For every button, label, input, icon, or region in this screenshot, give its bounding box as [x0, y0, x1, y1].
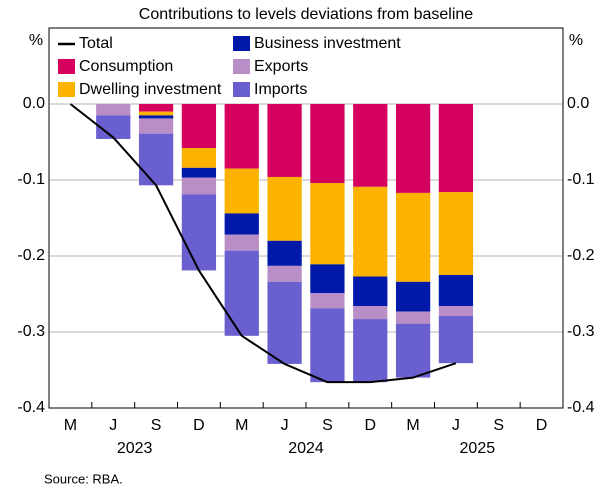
legend-label: Consumption — [79, 58, 173, 75]
bar-segment — [181, 104, 217, 149]
y-tick-label: -0.1 — [17, 171, 45, 188]
bar-segment — [181, 177, 217, 195]
bar-segment — [267, 176, 302, 241]
x-tick-label: M — [64, 417, 77, 434]
bar-segment — [438, 306, 474, 317]
y2-tick-label: -0.4 — [567, 399, 595, 416]
chart-title: Contributions to levels deviations from … — [139, 6, 474, 23]
bar-segment — [438, 192, 474, 275]
bar-segment — [438, 275, 474, 307]
bar-segment — [138, 133, 174, 186]
x-tick-label: S — [151, 417, 162, 434]
bar-segment — [181, 194, 217, 271]
legend-label: Imports — [254, 81, 307, 98]
bar-segment — [395, 192, 431, 282]
source-note: Source: RBA. — [44, 471, 123, 486]
year-label: 2025 — [460, 440, 496, 457]
x-tick-label: M — [406, 417, 419, 434]
x-tick-label: S — [322, 417, 333, 434]
bar-segment — [96, 115, 131, 139]
bar-segment — [224, 104, 259, 169]
x-tick-label: M — [235, 417, 248, 434]
x-tick-label: D — [536, 417, 548, 434]
legend-swatch — [58, 82, 75, 97]
bar-segment — [438, 316, 474, 364]
bar-segment — [96, 104, 131, 116]
legend-swatch — [58, 59, 75, 74]
bar-segment — [224, 250, 259, 336]
bar-segment — [138, 118, 174, 134]
bar-segment — [181, 148, 217, 168]
bar-segment — [310, 104, 345, 184]
year-label: 2024 — [288, 440, 324, 457]
legend-label: Total — [79, 35, 113, 52]
bar-segment — [181, 167, 217, 178]
y-tick-label: 0.0 — [23, 95, 45, 112]
bar-segment — [224, 168, 259, 214]
y2-axis-label: % — [569, 32, 583, 49]
legend-label: Dwelling investment — [79, 81, 222, 98]
bar-segment — [267, 281, 302, 364]
x-tick-label: D — [193, 417, 205, 434]
legend-label: Business investment — [254, 35, 401, 52]
legend-swatch — [233, 36, 250, 51]
bar-segment — [395, 281, 431, 312]
bar-segment — [310, 293, 345, 309]
bar-segment — [267, 104, 302, 177]
bar-segment — [395, 311, 431, 324]
y2-tick-label: -0.1 — [567, 171, 595, 188]
bar-segment — [310, 264, 345, 294]
bar-segment — [310, 308, 345, 383]
bar-segment — [353, 104, 388, 187]
bar-segment — [138, 104, 174, 112]
bar-segment — [138, 115, 174, 119]
bar-segment — [138, 111, 174, 116]
x-tick-label: D — [364, 417, 376, 434]
bar-segment — [267, 240, 302, 266]
bar-segment — [224, 234, 259, 251]
legend-label: Exports — [254, 58, 308, 75]
x-tick-label: J — [452, 417, 460, 434]
bar-segment — [224, 213, 259, 235]
bar-segment — [353, 306, 388, 320]
bar-segment — [353, 186, 388, 277]
bar-segment — [395, 104, 431, 193]
x-tick-label: J — [281, 417, 289, 434]
y-tick-label: -0.2 — [17, 247, 45, 264]
y-tick-label: -0.4 — [17, 399, 45, 416]
legend-swatch — [233, 59, 250, 74]
bar-segment — [438, 104, 474, 193]
y2-tick-label: 0.0 — [567, 95, 589, 112]
bar-segment — [267, 265, 302, 282]
total-line — [69, 103, 457, 384]
y-axis-label: % — [29, 32, 43, 49]
x-tick-label: S — [493, 417, 504, 434]
x-tick-label: J — [109, 417, 117, 434]
bar-segment — [310, 183, 345, 265]
y-tick-label: -0.3 — [17, 323, 45, 340]
legend-swatch — [233, 82, 250, 97]
y2-tick-label: -0.2 — [567, 247, 595, 264]
y2-tick-label: -0.3 — [567, 323, 595, 340]
bar-segment — [395, 323, 431, 378]
bar-segment — [353, 276, 388, 307]
year-label: 2023 — [117, 440, 153, 457]
bar-segment — [353, 319, 388, 383]
